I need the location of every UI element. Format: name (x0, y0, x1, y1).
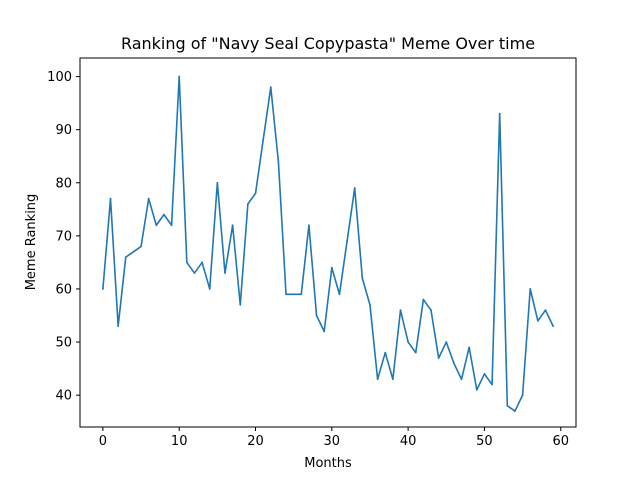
data-point (468, 346, 471, 349)
y-axis: 40 50 60 70 80 90 100 (47, 70, 80, 404)
data-point (155, 224, 158, 227)
y-tick-label: 90 (55, 123, 72, 138)
x-tick-label: 10 (171, 434, 188, 449)
data-point (521, 394, 524, 397)
data-point (346, 240, 348, 243)
data-point (147, 197, 150, 200)
data-point (231, 224, 234, 227)
data-point (101, 288, 104, 290)
data-point (308, 224, 310, 227)
data-point (285, 293, 287, 296)
data-point (132, 250, 135, 253)
data-point (361, 277, 364, 280)
x-tick-label: 60 (552, 434, 569, 449)
data-point (185, 261, 188, 264)
y-tick-label: 60 (55, 282, 72, 297)
data-point (262, 139, 265, 142)
data-point (224, 272, 226, 274)
data-point (483, 373, 486, 375)
data-point (163, 213, 165, 216)
x-tick-label: 30 (324, 434, 341, 449)
plot-frame (79, 57, 577, 428)
y-axis-label: Meme Ranking (24, 194, 39, 291)
data-point (369, 303, 371, 306)
x-tick-label: 40 (400, 434, 417, 449)
x-tick-label: 50 (476, 434, 493, 449)
data-point (124, 256, 127, 259)
data-point (246, 203, 249, 205)
data-point (407, 341, 410, 343)
data-point (437, 357, 440, 359)
data-point (414, 351, 417, 354)
x-axis: 0 10 20 30 40 50 60 (99, 427, 569, 449)
data-point (109, 197, 112, 200)
data-point (399, 309, 402, 312)
series-line (102, 75, 554, 412)
data-point (292, 293, 295, 296)
data-point (201, 261, 203, 264)
x-tick-label: 20 (247, 434, 264, 449)
data-point (460, 378, 463, 381)
data-point (170, 224, 173, 227)
data-point (391, 378, 394, 381)
data-point (216, 181, 219, 184)
data-point (552, 325, 555, 328)
y-tick-label: 80 (55, 176, 72, 191)
data-point (269, 86, 272, 89)
data-point (254, 192, 257, 195)
data-point (376, 378, 379, 381)
data-point (445, 341, 448, 343)
y-tick-label: 50 (55, 336, 72, 351)
data-point (475, 388, 478, 391)
data-point (277, 160, 280, 163)
data-point (338, 293, 341, 296)
data-point (300, 293, 303, 296)
data-point (514, 410, 516, 412)
data-point (193, 272, 196, 274)
y-tick-label: 70 (55, 229, 72, 244)
y-tick-label: 100 (47, 70, 72, 85)
data-point (529, 288, 532, 290)
chart-title: Ranking of "Navy Seal Copypasta" Meme Ov… (121, 34, 535, 53)
data-point (323, 330, 326, 333)
data-point (498, 112, 501, 115)
data-point (506, 404, 509, 407)
data-point (430, 309, 432, 312)
data-point (544, 309, 547, 312)
data-point (117, 325, 120, 328)
data-point (239, 303, 242, 306)
data-point (491, 383, 493, 386)
data-point (208, 288, 211, 290)
data-point (453, 362, 455, 365)
plot-area (101, 75, 555, 412)
data-point (178, 75, 181, 78)
x-tick-label: 0 (99, 434, 107, 449)
data-point (140, 245, 142, 248)
data-point (536, 319, 539, 322)
data-point (330, 266, 333, 269)
data-point (315, 314, 318, 317)
data-point (384, 351, 387, 354)
data-point (353, 187, 356, 189)
x-axis-label: Months (304, 456, 352, 471)
data-point (422, 298, 425, 301)
y-tick-label: 40 (55, 389, 72, 404)
